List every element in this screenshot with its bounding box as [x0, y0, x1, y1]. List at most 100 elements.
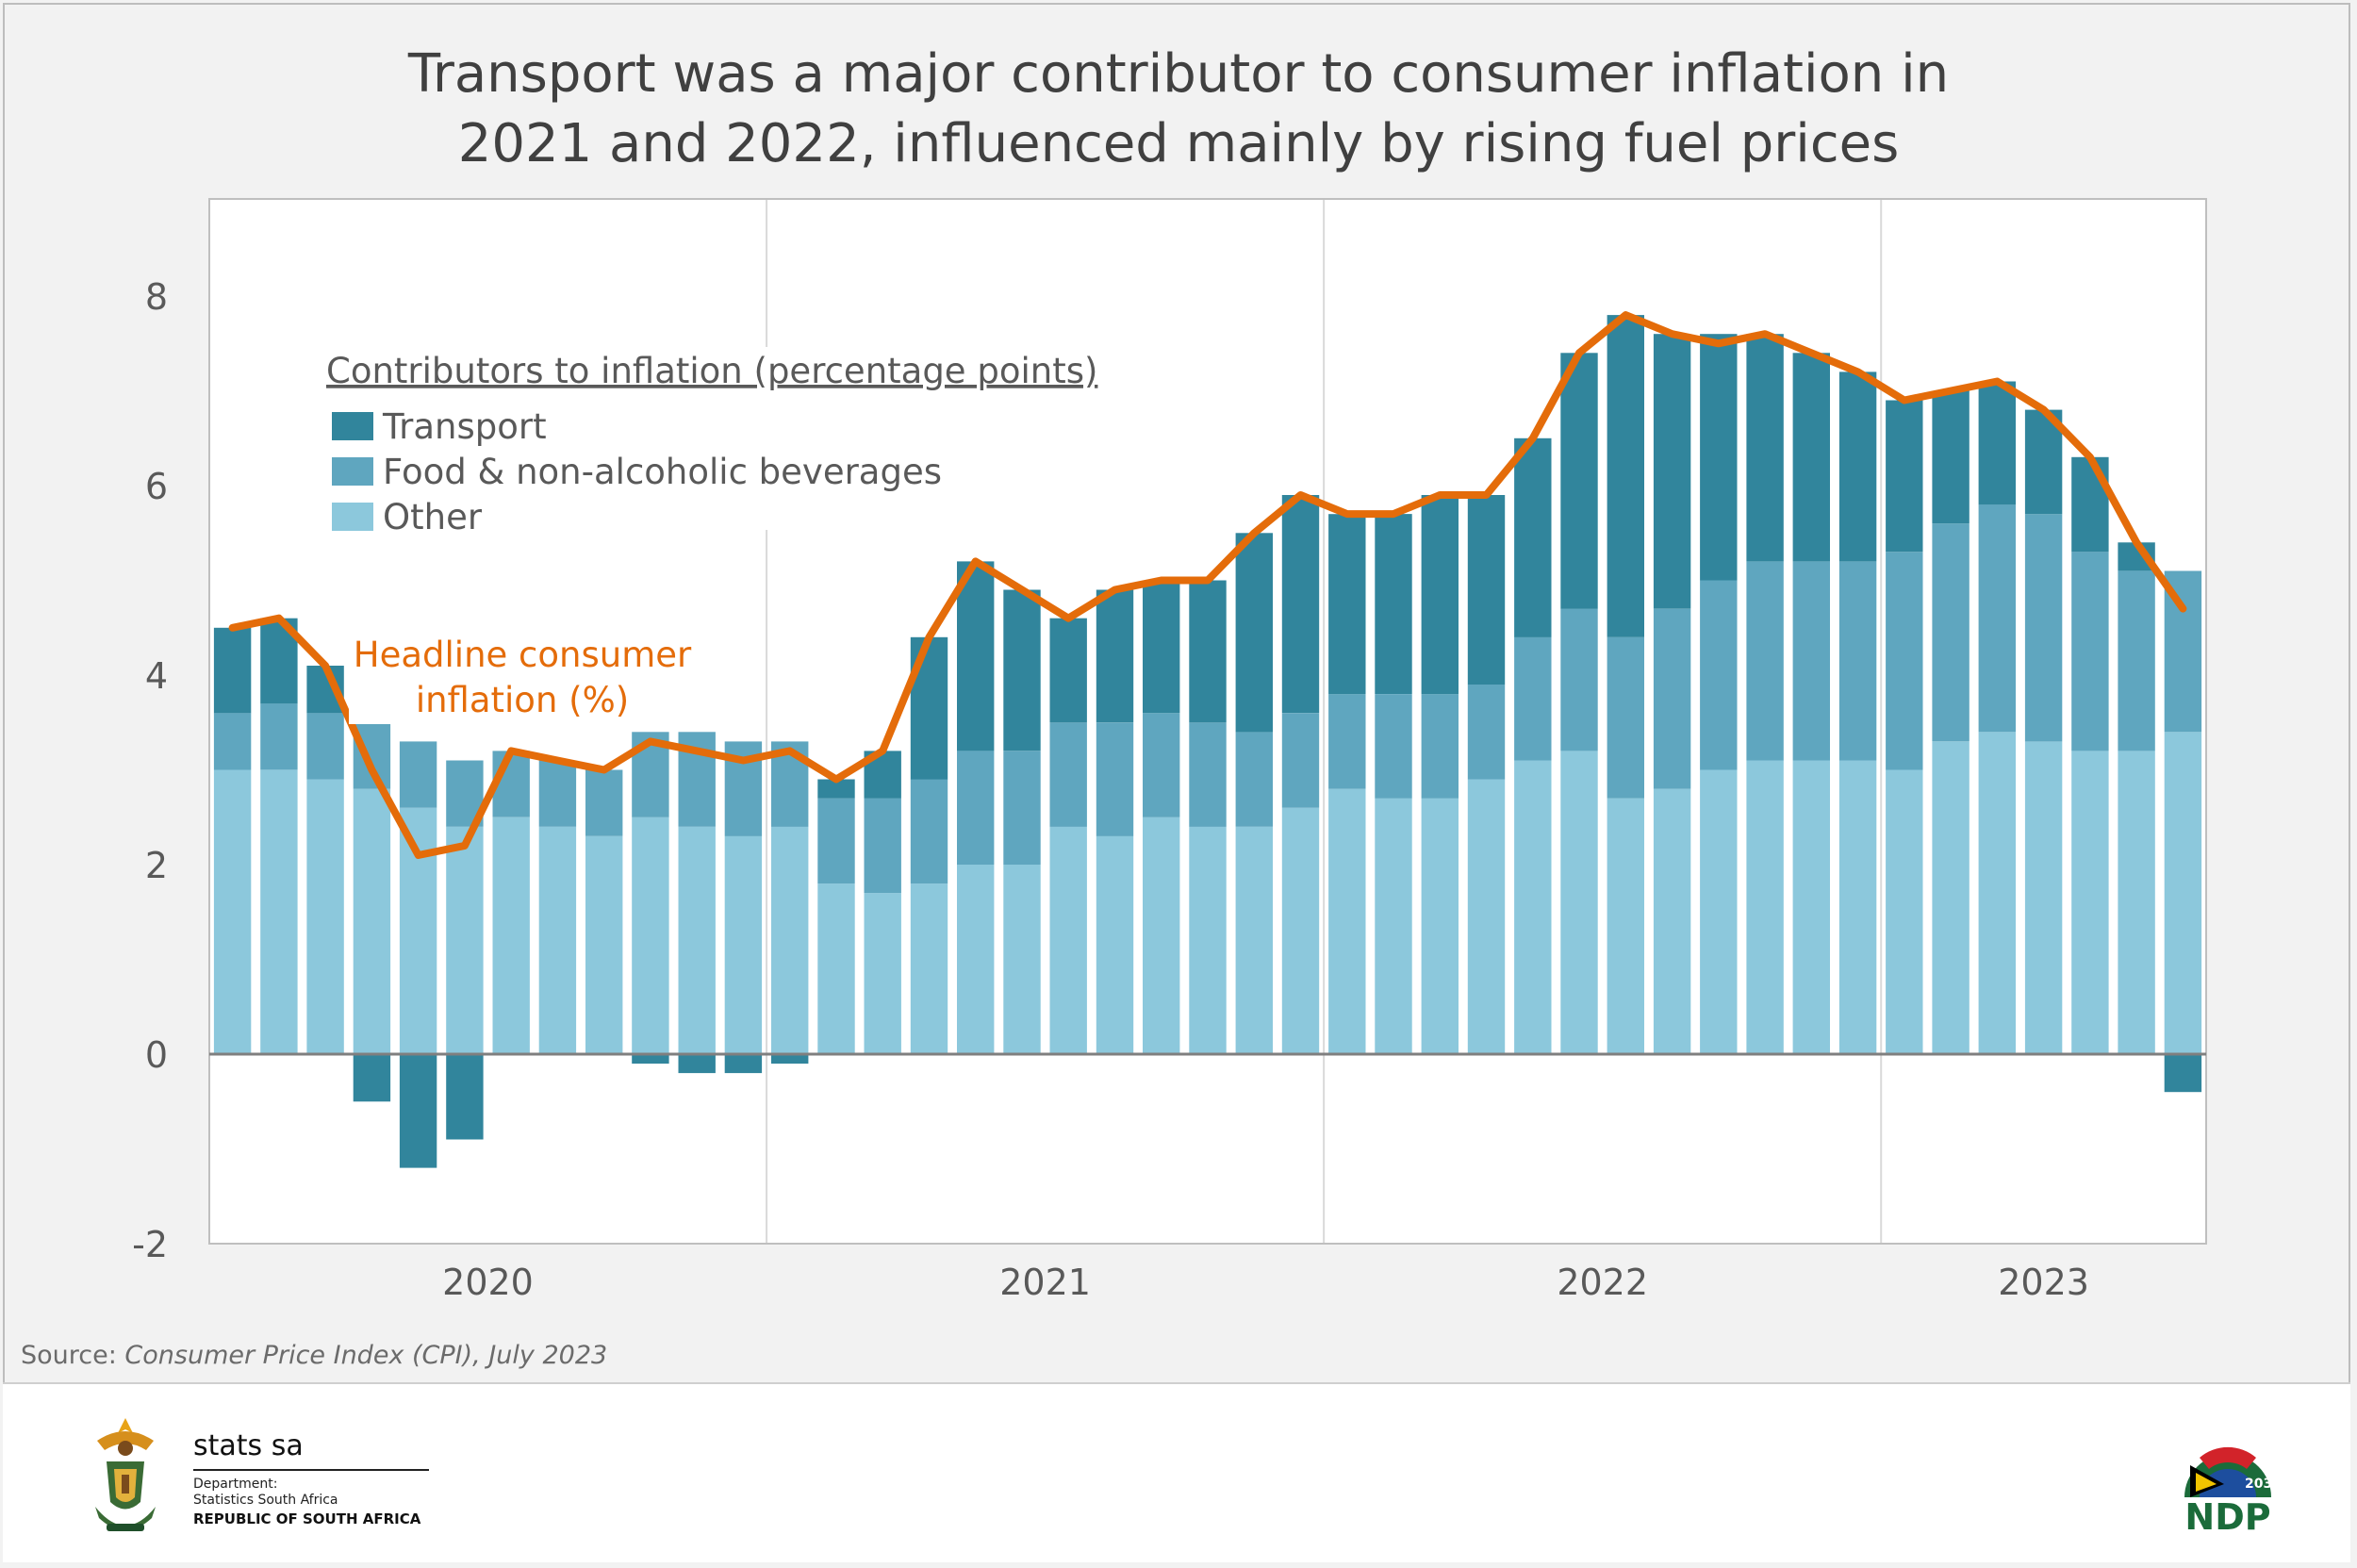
- headline-annotation: Headline consumer inflation (%): [349, 630, 692, 724]
- bar-food: [2164, 570, 2202, 733]
- chart-area: -2 0 2 4 6 8 2020 2021 2022 2023 Contributors to…: [132, 198, 2207, 1303]
- bar-transport: [1932, 390, 1970, 524]
- y-tick-label: 2: [145, 845, 168, 886]
- chart-title: Transport was a major contributor to con…: [0, 40, 2357, 179]
- bar-food: [1189, 722, 1227, 827]
- bar-food: [1328, 694, 1366, 789]
- bar-other: [1235, 826, 1273, 1054]
- bar-food: [1886, 552, 1923, 770]
- bar-other: [1838, 760, 1877, 1055]
- y-tick-label: -2: [132, 1224, 168, 1265]
- bar-food: [1792, 561, 1830, 761]
- bar-transport: [1978, 381, 2016, 505]
- bar-food: [864, 798, 901, 894]
- republic-label: REPUBLIC OF SOUTH AFRICA: [193, 1510, 421, 1527]
- bar-transport: [1096, 589, 1134, 723]
- bar-transport: [1792, 353, 1830, 562]
- bar-other: [771, 826, 809, 1054]
- bar-food: [957, 751, 995, 865]
- bar-other: [2024, 741, 2063, 1054]
- bar-food: [213, 713, 252, 770]
- bar-other: [260, 769, 298, 1054]
- bar-transport: [957, 561, 995, 751]
- legend-label-transport: Transport: [382, 406, 547, 447]
- bar-transport: [1746, 334, 1784, 562]
- bar-food: [1375, 694, 1412, 799]
- bar-transport: [678, 1054, 716, 1074]
- bar-transport: [2164, 1054, 2202, 1093]
- title-line-1: Transport was a major contributor to con…: [407, 43, 1950, 105]
- bar-other: [1328, 788, 1366, 1054]
- bar-other: [1653, 788, 1691, 1054]
- bar-other: [1746, 760, 1784, 1055]
- bar-food: [1700, 580, 1738, 770]
- department-name: Statistics South Africa: [193, 1493, 338, 1508]
- legend: Contributors to inflation (percentage po…: [311, 347, 1097, 537]
- bar-transport: [1421, 495, 1459, 695]
- bar-other: [1514, 760, 1552, 1055]
- bar-transport: [1003, 589, 1041, 751]
- x-axis-year-labels: 2020 2021 2022 2023: [442, 1262, 2089, 1303]
- bar-other: [1792, 760, 1830, 1055]
- bar-other: [1049, 826, 1087, 1054]
- x-year-label: 2023: [1998, 1262, 2089, 1303]
- bar-other: [1886, 769, 1923, 1054]
- bar-other: [1189, 826, 1227, 1054]
- bar-food: [260, 703, 298, 770]
- ndp-year: 2030: [2245, 1477, 2282, 1492]
- bar-food: [399, 741, 437, 808]
- bar-other: [2118, 751, 2155, 1054]
- y-tick-label: 6: [145, 466, 168, 507]
- bar-food: [1049, 722, 1087, 827]
- annotation-line-1: Headline consumer: [354, 635, 692, 675]
- bar-food: [1932, 523, 1970, 742]
- bar-other: [1607, 798, 1644, 1054]
- bar-other: [910, 883, 948, 1054]
- bar-other: [585, 835, 623, 1054]
- bar-food: [538, 760, 577, 827]
- legend-swatch-transport: [332, 412, 373, 440]
- bar-transport: [817, 779, 855, 799]
- legend-background: [311, 347, 1069, 530]
- bar-other: [213, 769, 252, 1054]
- source-note: Source: Consumer Price Index (CPI), July…: [21, 1341, 607, 1370]
- annotation-line-2: inflation (%): [416, 680, 629, 720]
- annotation-background: [349, 630, 688, 724]
- y-tick-label: 4: [145, 655, 168, 697]
- bar-food: [1978, 504, 2016, 733]
- coat-of-arms-icon: [95, 1418, 156, 1531]
- legend-swatch-other: [332, 503, 373, 531]
- bar-transport: [632, 1054, 669, 1065]
- bar-food: [1746, 561, 1784, 761]
- bar-food: [1096, 722, 1134, 836]
- bar-transport: [910, 636, 948, 780]
- title-line-2: 2021 and 2022, influenced mainly by risi…: [457, 113, 1900, 174]
- bar-transport: [1049, 618, 1087, 723]
- bar-other: [538, 826, 577, 1054]
- bar-food: [2118, 570, 2155, 751]
- bar-food: [1421, 694, 1459, 799]
- bar-other: [492, 817, 530, 1055]
- bar-other: [1560, 751, 1598, 1054]
- bar-other: [1932, 741, 1970, 1054]
- bar-food: [1560, 608, 1598, 751]
- bar-other: [1281, 807, 1320, 1054]
- bar-food: [1607, 636, 1644, 799]
- bar-food: [817, 798, 855, 884]
- stats-sa-wordmark: stats sa: [193, 1429, 304, 1462]
- headline-inflation-line: [228, 311, 2187, 859]
- source-prefix: Source:: [21, 1341, 125, 1370]
- x-year-label: 2021: [999, 1262, 1091, 1303]
- bar-transport: [1607, 315, 1644, 637]
- bar-food: [910, 779, 948, 884]
- bar-other: [446, 826, 484, 1054]
- source-text: Consumer Price Index (CPI), July 2023: [124, 1341, 608, 1370]
- bar-transport: [353, 1054, 391, 1102]
- bar-other: [1700, 769, 1738, 1054]
- bar-transport: [1838, 371, 1877, 562]
- bar-food: [1143, 713, 1180, 817]
- bar-transport: [399, 1054, 437, 1168]
- bar-other: [864, 893, 901, 1054]
- bar-food: [1514, 636, 1552, 761]
- bar-other: [2164, 732, 2202, 1054]
